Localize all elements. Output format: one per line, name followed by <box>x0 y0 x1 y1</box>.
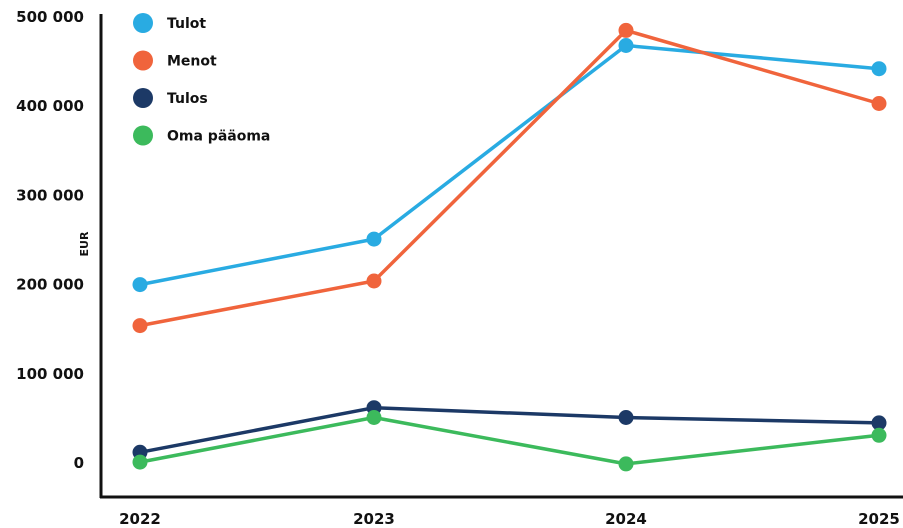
legend-marker <box>133 51 153 71</box>
y-tick-label: 300 000 <box>16 186 84 204</box>
data-point-oma-pääoma <box>367 410 382 425</box>
y-tick-label: 500 000 <box>16 8 84 26</box>
data-point-menot <box>133 318 148 333</box>
y-tick-labels: 0 100 000 200 000 300 000 400 000 500 000 <box>16 8 84 472</box>
legend-label: Tulot <box>167 16 206 32</box>
series-line-tulot <box>140 46 879 285</box>
data-point-tulot <box>367 232 382 247</box>
data-point-tulot <box>872 61 887 76</box>
y-tick-label: 400 000 <box>16 97 84 115</box>
legend-marker <box>133 88 153 108</box>
legend-label: Tulos <box>167 91 208 107</box>
x-tick-label: 2025 <box>858 510 900 528</box>
x-tick-label: 2024 <box>605 510 647 528</box>
data-point-oma-pääoma <box>872 428 887 443</box>
data-point-tulot <box>133 277 148 292</box>
y-axis-title: EUR <box>78 231 91 256</box>
data-point-menot <box>872 96 887 111</box>
series-group <box>133 23 887 472</box>
data-point-menot <box>619 23 634 38</box>
x-tick-labels: 2022 2023 2024 2025 <box>119 510 900 528</box>
y-tick-label: 100 000 <box>16 365 84 383</box>
data-point-oma-pääoma <box>133 455 148 470</box>
legend-marker <box>133 126 153 146</box>
series-line-tulos <box>140 408 879 453</box>
legend-label: Menot <box>167 54 217 70</box>
data-point-menot <box>367 274 382 289</box>
legend-marker <box>133 13 153 33</box>
axes <box>100 14 903 498</box>
legend: Tulot Menot Tulos Oma pääoma <box>133 13 270 146</box>
data-point-oma-pääoma <box>619 456 634 471</box>
data-point-tulot <box>619 38 634 53</box>
data-point-tulos <box>619 410 634 425</box>
x-tick-label: 2023 <box>353 510 395 528</box>
legend-label: Oma pääoma <box>167 129 270 145</box>
y-tick-label: 200 000 <box>16 276 84 294</box>
x-tick-label: 2022 <box>119 510 161 528</box>
y-tick-label: 0 <box>74 454 84 472</box>
series-line-menot <box>140 30 879 325</box>
series-line-oma-pääoma <box>140 418 879 464</box>
